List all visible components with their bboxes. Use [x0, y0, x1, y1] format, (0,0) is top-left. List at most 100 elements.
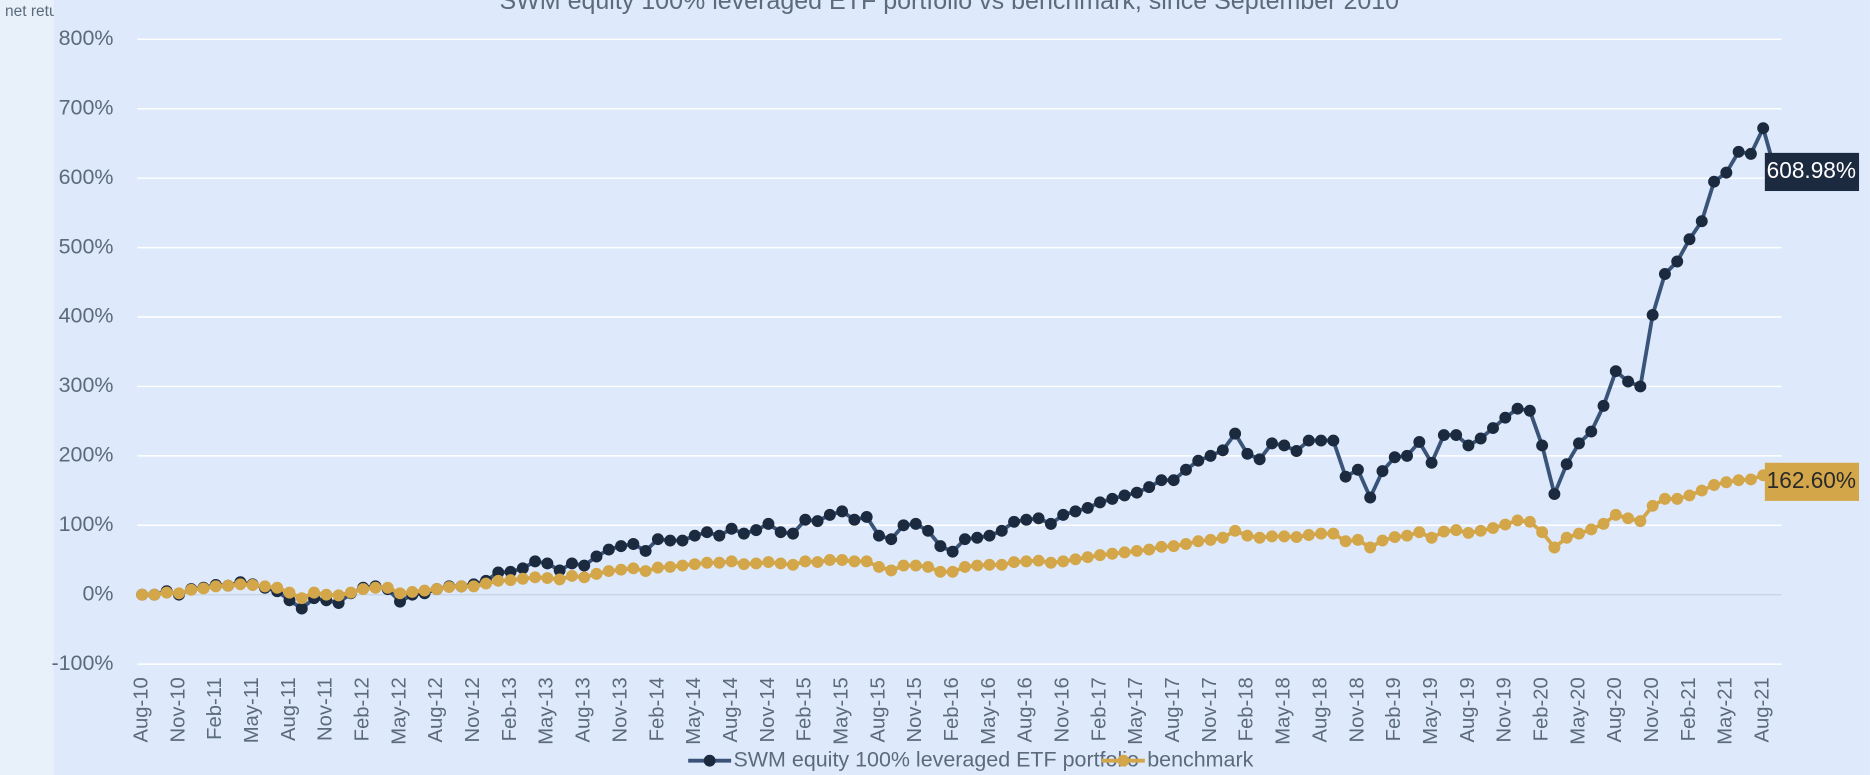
data-point: [1683, 233, 1696, 246]
data-point: [774, 557, 787, 570]
data-point: [1106, 547, 1119, 560]
data-point: [602, 543, 615, 556]
data-point: [1376, 534, 1389, 547]
data-point: [1376, 465, 1389, 478]
data-point: [676, 559, 689, 572]
data-point: [1081, 551, 1094, 564]
data-point: [1671, 492, 1684, 505]
x-tick-label: Nov-10: [167, 677, 189, 742]
x-tick-label: May-15: [830, 677, 852, 745]
x-tick-label: May-21: [1715, 677, 1737, 745]
data-point: [823, 508, 836, 521]
data-point: [1425, 456, 1438, 469]
data-point: [246, 579, 259, 591]
data-point: [1548, 541, 1561, 554]
data-point: [1315, 434, 1328, 447]
data-point: [664, 534, 677, 547]
data-point: [344, 586, 357, 599]
x-tick-label: May-16: [978, 677, 1000, 745]
data-point: [529, 571, 542, 584]
data-point: [516, 572, 529, 585]
data-point: [136, 588, 149, 601]
data-point: [1204, 449, 1217, 462]
legend-label: SWM equity 100% leveraged ETF portfolio: [734, 747, 1139, 771]
data-point: [295, 592, 308, 605]
x-tick-label: Feb-15: [794, 677, 816, 741]
data-point: [1044, 517, 1057, 530]
data-point: [1474, 524, 1487, 537]
data-point: [909, 517, 922, 530]
data-point: [1511, 402, 1524, 415]
data-point: [1634, 380, 1647, 393]
data-point: [418, 584, 431, 597]
y-tick-label: 400%: [59, 304, 114, 328]
data-point: [762, 517, 775, 530]
data-point: [578, 571, 591, 584]
data-point: [1732, 145, 1745, 158]
data-point: [725, 555, 738, 568]
x-tick-label: Aug-20: [1604, 677, 1626, 742]
x-tick-label: Feb-19: [1383, 677, 1405, 741]
data-point: [995, 524, 1008, 537]
data-label-box: [1764, 152, 1860, 192]
data-point: [836, 505, 849, 518]
data-point: [701, 556, 713, 569]
data-point: [1044, 556, 1057, 569]
data-point: [1450, 524, 1463, 537]
data-point: [1536, 439, 1549, 452]
data-point: [750, 524, 763, 537]
data-point: [688, 529, 701, 542]
data-point: [590, 567, 603, 580]
data-point: [1327, 434, 1340, 447]
data-point: [1008, 515, 1021, 528]
x-tick-label: May-18: [1273, 677, 1295, 745]
data-point: [308, 586, 321, 599]
data-point: [529, 555, 542, 568]
data-point: [873, 560, 885, 573]
data-point: [750, 557, 763, 570]
data-point: [185, 583, 198, 596]
data-point: [983, 529, 996, 542]
data-point: [651, 533, 664, 546]
data-point: [922, 560, 935, 573]
plot-background: [53, 0, 1870, 775]
data-point: [369, 581, 382, 594]
data-point: [1744, 473, 1757, 486]
data-point: [553, 564, 566, 577]
data-point: [860, 510, 873, 523]
data-point: [1425, 531, 1438, 544]
x-tick-label: Nov-12: [462, 677, 484, 742]
data-point: [553, 573, 566, 586]
chart-title: SWM equity 100% leveraged ETF portfolio …: [499, 0, 1399, 15]
data-point: [946, 565, 959, 578]
data-point: [172, 587, 185, 600]
data-point: [1695, 484, 1708, 497]
data-point: [1192, 535, 1205, 548]
x-tick-label: Nov-20: [1641, 677, 1663, 742]
data-point: [1499, 518, 1512, 531]
data-point: [1499, 411, 1512, 424]
data-point: [1351, 533, 1364, 546]
data-point: [1118, 546, 1131, 559]
data-point: [1462, 439, 1475, 452]
data-point: [1523, 404, 1536, 417]
data-point: [811, 556, 824, 569]
data-point: [1008, 556, 1021, 569]
data-point: [258, 580, 271, 593]
data-point: [971, 531, 984, 544]
y-tick-label: 500%: [59, 234, 114, 258]
data-point: [1437, 525, 1450, 538]
data-point: [958, 533, 971, 546]
data-point: [909, 559, 922, 572]
data-point: [615, 540, 628, 553]
x-tick-label: Aug-10: [130, 677, 152, 742]
data-point: [627, 562, 640, 575]
x-tick-label: May-20: [1567, 677, 1589, 745]
data-point: [1634, 515, 1647, 528]
data-point: [1339, 535, 1352, 548]
data-point: [1302, 434, 1315, 447]
data-point: [639, 565, 652, 578]
data-point: [1364, 541, 1377, 554]
data-point: [995, 558, 1008, 571]
x-tick-label: Aug-12: [425, 677, 447, 742]
